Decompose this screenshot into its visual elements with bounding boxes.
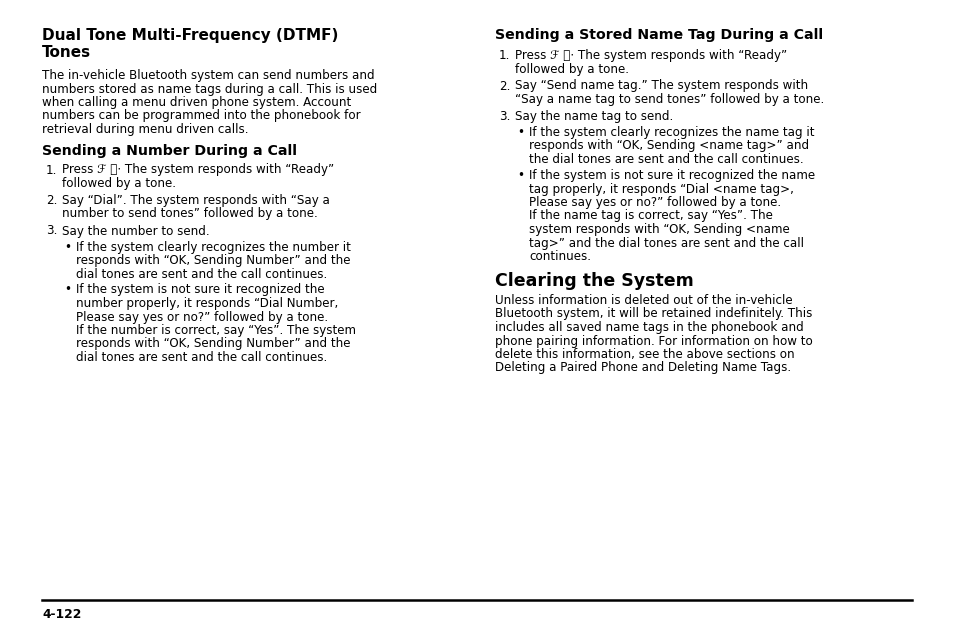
Text: Say the number to send.: Say the number to send. [62,225,210,237]
Text: includes all saved name tags in the phonebook and: includes all saved name tags in the phon… [495,321,803,334]
Text: number to send tones” followed by a tone.: number to send tones” followed by a tone… [62,207,317,221]
Text: Clearing the System: Clearing the System [495,272,693,290]
Text: 3.: 3. [46,225,57,237]
Text: If the number is correct, say “Yes”. The system: If the number is correct, say “Yes”. The… [76,324,355,337]
Text: If the system clearly recognizes the number it: If the system clearly recognizes the num… [76,241,351,253]
Text: Please say yes or no?” followed by a tone.: Please say yes or no?” followed by a ton… [76,311,328,323]
Text: continues.: continues. [529,250,590,263]
Text: 1.: 1. [46,163,57,177]
Text: The in-vehicle Bluetooth system can send numbers and: The in-vehicle Bluetooth system can send… [42,69,375,82]
Text: If the system is not sure it recognized the: If the system is not sure it recognized … [76,283,324,297]
Text: numbers can be programmed into the phonebook for: numbers can be programmed into the phone… [42,110,360,122]
Text: If the name tag is correct, say “Yes”. The: If the name tag is correct, say “Yes”. T… [529,209,772,223]
Text: 3.: 3. [498,110,510,123]
Text: dial tones are sent and the call continues.: dial tones are sent and the call continu… [76,267,327,281]
Text: Unless information is deleted out of the in-vehicle: Unless information is deleted out of the… [495,294,792,307]
Text: “Say a name tag to send tones” followed by a tone.: “Say a name tag to send tones” followed … [515,93,823,106]
Text: responds with “OK, Sending Number” and the: responds with “OK, Sending Number” and t… [76,254,350,267]
Text: Dual Tone Multi-Frequency (DTMF): Dual Tone Multi-Frequency (DTMF) [42,28,338,43]
Text: 1.: 1. [498,49,510,62]
Text: If the system is not sure it recognized the name: If the system is not sure it recognized … [529,169,814,182]
Text: responds with “OK, Sending Number” and the: responds with “OK, Sending Number” and t… [76,338,350,350]
Text: Press ℱ ௵⋅ The system responds with “Ready”: Press ℱ ௵⋅ The system responds with “Rea… [62,163,334,177]
Text: 2.: 2. [46,194,57,207]
Text: Say “Dial”. The system responds with “Say a: Say “Dial”. The system responds with “Sa… [62,194,330,207]
Text: Sending a Number During a Call: Sending a Number During a Call [42,144,296,158]
Text: tag properly, it responds “Dial <name tag>,: tag properly, it responds “Dial <name ta… [529,182,793,195]
Text: Press ℱ ௵⋅ The system responds with “Ready”: Press ℱ ௵⋅ The system responds with “Rea… [515,49,786,62]
Text: the dial tones are sent and the call continues.: the dial tones are sent and the call con… [529,153,802,166]
Text: followed by a tone.: followed by a tone. [62,177,175,190]
Text: •: • [64,283,71,297]
Text: numbers stored as name tags during a call. This is used: numbers stored as name tags during a cal… [42,82,376,96]
Text: phone pairing information. For information on how to: phone pairing information. For informati… [495,334,812,348]
Text: responds with “OK, Sending <name tag>” and: responds with “OK, Sending <name tag>” a… [529,140,808,152]
Text: Deleting a Paired Phone and Deleting Name Tags.: Deleting a Paired Phone and Deleting Nam… [495,362,790,375]
Text: Bluetooth system, it will be retained indefinitely. This: Bluetooth system, it will be retained in… [495,308,812,320]
Text: Say the name tag to send.: Say the name tag to send. [515,110,673,123]
Text: system responds with “OK, Sending <name: system responds with “OK, Sending <name [529,223,789,236]
Text: Please say yes or no?” followed by a tone.: Please say yes or no?” followed by a ton… [529,196,781,209]
Text: followed by a tone.: followed by a tone. [515,63,628,75]
Text: 4-122: 4-122 [42,608,81,621]
Text: Sending a Stored Name Tag During a Call: Sending a Stored Name Tag During a Call [495,28,822,42]
Text: •: • [64,241,71,253]
Text: delete this information, see the above sections on: delete this information, see the above s… [495,348,794,361]
Text: retrieval during menu driven calls.: retrieval during menu driven calls. [42,123,248,136]
Text: If the system clearly recognizes the name tag it: If the system clearly recognizes the nam… [529,126,814,139]
Text: Tones: Tones [42,45,91,60]
Text: tag>” and the dial tones are sent and the call: tag>” and the dial tones are sent and th… [529,237,803,249]
Text: dial tones are sent and the call continues.: dial tones are sent and the call continu… [76,351,327,364]
Text: number properly, it responds “Dial Number,: number properly, it responds “Dial Numbe… [76,297,338,310]
Text: •: • [517,126,523,139]
Text: 2.: 2. [498,80,510,93]
Text: •: • [517,169,523,182]
Text: when calling a menu driven phone system. Account: when calling a menu driven phone system.… [42,96,351,109]
Text: Say “Send name tag.” The system responds with: Say “Send name tag.” The system responds… [515,80,807,93]
